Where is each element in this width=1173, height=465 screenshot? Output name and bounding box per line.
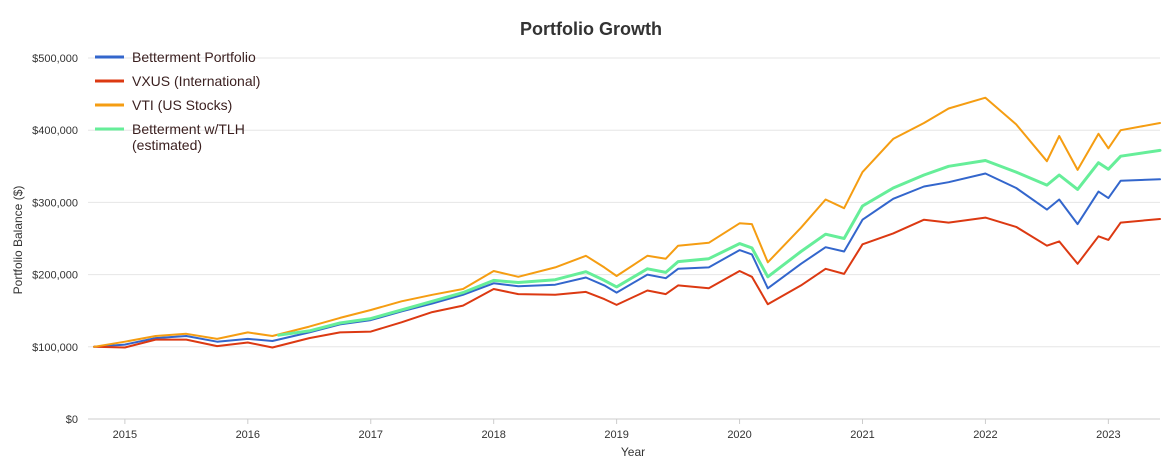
x-tick-label: 2015 xyxy=(113,429,137,441)
y-tick-label: $0 xyxy=(66,414,78,426)
x-tick-label: 2018 xyxy=(481,429,505,441)
y-tick-label: $300,000 xyxy=(32,197,78,209)
y-tick-label: $100,000 xyxy=(32,342,78,354)
x-tick-label: 2023 xyxy=(1096,429,1120,441)
series-lines xyxy=(93,96,1162,349)
x-tick-label: 2022 xyxy=(973,429,997,441)
legend-item[interactable]: VTI (US Stocks) xyxy=(95,97,232,113)
axes: $0 $100,000 $200,000 $300,000 $400,000 $500,0… xyxy=(32,53,1120,441)
series-line xyxy=(93,96,1161,348)
x-axis-label: Year xyxy=(621,445,645,459)
y-tick-label: $200,000 xyxy=(32,270,78,282)
legend-label: VXUS (International) xyxy=(132,73,260,89)
legend-label: Betterment w/TLH xyxy=(132,121,245,137)
legend-item[interactable]: Betterment w/TLH(estimated) xyxy=(95,121,245,153)
x-tick-label: 2017 xyxy=(359,429,383,441)
x-tick-label: 2021 xyxy=(850,429,874,441)
legend-item[interactable]: Betterment Portfolio xyxy=(95,49,256,65)
y-tick-label: $400,000 xyxy=(32,125,78,137)
x-tick-label: 2019 xyxy=(604,429,628,441)
y-axis-label: Portfolio Balance ($) xyxy=(11,186,25,295)
series-line xyxy=(93,216,1161,349)
x-tick-label: 2016 xyxy=(236,429,260,441)
grid-lines xyxy=(88,57,1160,420)
series-line xyxy=(93,172,1161,348)
legend-label: VTI (US Stocks) xyxy=(132,97,232,113)
y-tick-label: $500,000 xyxy=(32,53,78,65)
legend[interactable]: Betterment Portfolio VXUS (International)… xyxy=(95,49,260,153)
legend-label: Betterment Portfolio xyxy=(132,49,256,65)
legend-item[interactable]: VXUS (International) xyxy=(95,73,260,89)
x-tick-label: 2020 xyxy=(727,429,751,441)
legend-label: (estimated) xyxy=(132,137,202,153)
series-line xyxy=(277,148,1162,337)
chart-title: Portfolio Growth xyxy=(520,19,662,39)
